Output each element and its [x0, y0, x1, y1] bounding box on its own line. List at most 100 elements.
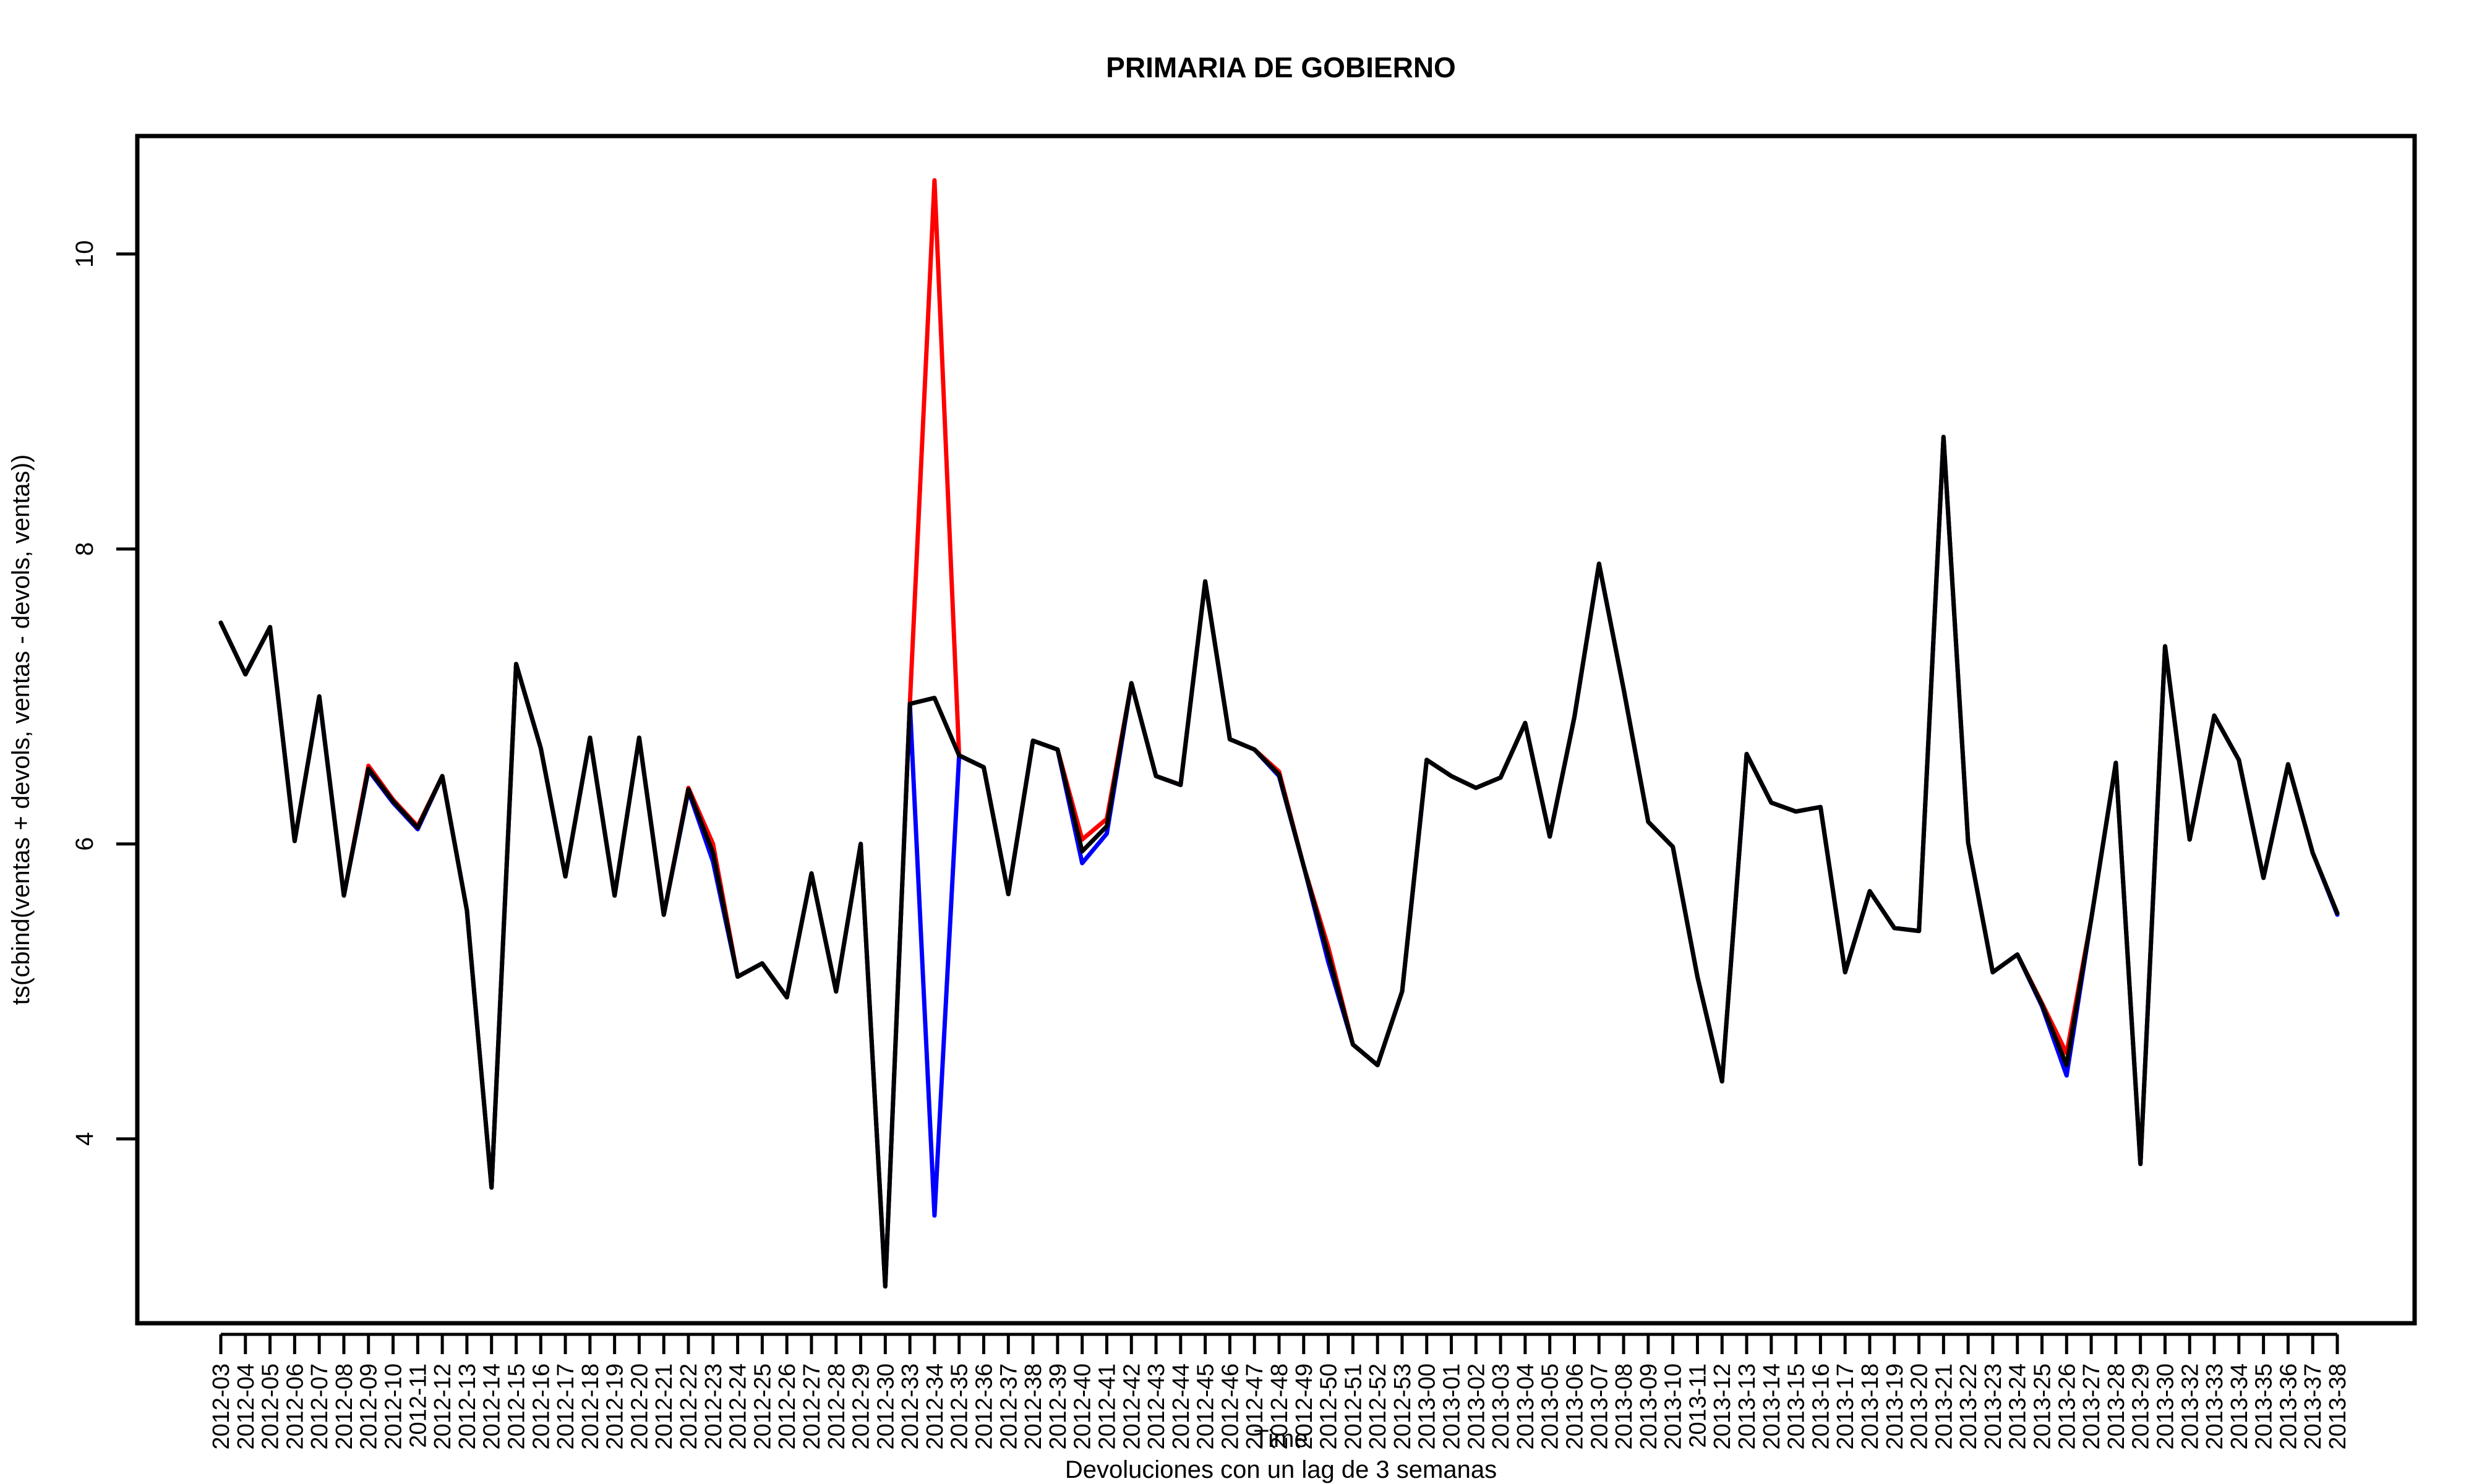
x-tick-label: 2012-52	[1365, 1363, 1391, 1449]
x-tick-label: 2012-24	[726, 1363, 751, 1449]
x-tick-label: 2012-43	[1144, 1363, 1170, 1449]
x-tick-label: 2013-18	[1857, 1363, 1883, 1449]
x-tick-label: 2012-27	[799, 1363, 825, 1449]
x-tick-label: 2012-17	[553, 1363, 579, 1449]
y-axis: 4 6 8 10	[71, 241, 137, 1146]
x-tick-label: 2012-20	[627, 1363, 653, 1449]
x-tick-label: 2012-12	[430, 1363, 456, 1449]
x-tick-label: 2012-14	[479, 1363, 505, 1449]
x-tick-label: 2012-03	[208, 1363, 234, 1449]
x-tick-label: 2013-29	[2128, 1363, 2154, 1449]
x-tick-label: 2012-34	[922, 1363, 948, 1449]
x-tick-label: 2013-08	[1611, 1363, 1637, 1449]
x-tick-label: 2013-09	[1636, 1363, 1662, 1449]
x-tick-label: 2012-46	[1217, 1363, 1243, 1449]
y-tick-label: 10	[71, 241, 98, 268]
x-tick-label: 2012-05	[258, 1363, 284, 1449]
x-tick-label: 2012-29	[849, 1363, 875, 1449]
x-tick-label: 2013-35	[2251, 1363, 2277, 1449]
x-tick-label: 2012-36	[972, 1363, 998, 1449]
x-tick-label: 2013-36	[2275, 1363, 2301, 1449]
x-tick-label: 2013-37	[2300, 1363, 2326, 1449]
x-tick-label: 2012-28	[824, 1363, 850, 1449]
x-tick-label: 2013-24	[2005, 1363, 2031, 1449]
x-tick-label: 2012-13	[455, 1363, 481, 1449]
x-tick-label: 2013-28	[2104, 1363, 2129, 1449]
x-tick-label: 2012-44	[1168, 1363, 1194, 1449]
x-tick-label: 2012-35	[947, 1363, 973, 1449]
x-tick-label: 2013-38	[2325, 1363, 2351, 1449]
series-layer	[218, 178, 2340, 1289]
x-tick-label: 2012-21	[651, 1363, 677, 1449]
x-tick-label: 2012-30	[873, 1363, 899, 1449]
x-tick-label: 2012-53	[1390, 1363, 1416, 1449]
x-tick-label: 2012-18	[578, 1363, 604, 1449]
x-tick-label: 2012-25	[750, 1363, 776, 1449]
x-tick-label: 2013-16	[1808, 1363, 1834, 1449]
x-tick-label: 2013-00	[1415, 1363, 1440, 1449]
x-tick-label: 2013-05	[1538, 1363, 1564, 1449]
y-axis-label: ts(cbind(ventas + devols, ventas - devol…	[7, 454, 35, 1005]
x-tick-label: 2012-22	[676, 1363, 702, 1449]
x-tick-label: 2012-23	[701, 1363, 727, 1449]
x-tick-label: 2012-45	[1193, 1363, 1219, 1449]
x-tick-label: 2012-39	[1045, 1363, 1071, 1449]
x-tick-label: 2013-25	[2030, 1363, 2056, 1449]
x-tick-label: 2013-02	[1463, 1363, 1489, 1449]
x-tick-label: 2012-19	[602, 1363, 628, 1449]
x-tick-label: 2012-33	[897, 1363, 923, 1449]
x-tick-label: 2013-27	[2079, 1363, 2105, 1449]
chart-title: PRIMARIA DE GOBIERNO	[1106, 51, 1456, 83]
x-tick-label: 2013-11	[1685, 1363, 1711, 1448]
y-tick-label: 8	[71, 542, 98, 556]
x-tick-label: 2013-01	[1439, 1363, 1465, 1449]
plot-frame	[135, 134, 2417, 1326]
x-tick-label: 2012-06	[282, 1363, 308, 1449]
x-tick-label: 2012-11	[405, 1363, 431, 1448]
x-tick-label: 2013-30	[2152, 1363, 2178, 1449]
x-tick-label: 2013-15	[1784, 1363, 1810, 1449]
x-tick-label: 2012-15	[503, 1363, 529, 1449]
x-tick-label: 2012-10	[381, 1363, 407, 1449]
x-tick-label: 2012-07	[307, 1363, 333, 1449]
x-tick-label: 2013-22	[1956, 1363, 1982, 1449]
x-tick-label: 2013-19	[1882, 1363, 1908, 1449]
x-tick-label: 2012-09	[356, 1363, 382, 1449]
x-tick-label: 2013-23	[1980, 1363, 2006, 1449]
x-tick-label: 2012-47	[1242, 1363, 1268, 1449]
x-axis: 2012-032012-042012-052012-062012-072012-…	[208, 1333, 2351, 1449]
x-tick-label: 2013-34	[2227, 1363, 2253, 1449]
x-tick-label: 2012-42	[1119, 1363, 1145, 1449]
x-tick-label: 2013-20	[1907, 1363, 1933, 1449]
x-tick-label: 2012-38	[1021, 1363, 1047, 1449]
x-tick-label: 2013-03	[1488, 1363, 1514, 1449]
x-tick-label: 2013-13	[1734, 1363, 1760, 1449]
x-tick-label: 2013-07	[1586, 1363, 1612, 1449]
x-tick-label: 2012-16	[528, 1363, 554, 1449]
x-tick-label: 2012-50	[1316, 1363, 1342, 1449]
x-tick-label: 2012-37	[996, 1363, 1022, 1449]
x-tick-label: 2012-40	[1070, 1363, 1096, 1449]
x-tick-label: 2013-04	[1513, 1363, 1539, 1449]
x-tick-label: 2012-49	[1291, 1363, 1317, 1449]
x-tick-label: 2012-51	[1340, 1363, 1366, 1449]
x-tick-label: 2013-06	[1562, 1363, 1588, 1449]
series-line-3	[218, 435, 2340, 1289]
x-tick-label: 2013-33	[2202, 1363, 2228, 1449]
chart-caption: Devoluciones con un lag de 3 semanas	[1065, 1456, 1497, 1483]
y-tick-label: 6	[71, 837, 98, 851]
x-tick-label: 2013-26	[2054, 1363, 2080, 1449]
series-line-2	[218, 435, 2340, 1289]
x-tick-label: 2012-41	[1094, 1363, 1120, 1449]
x-tick-label: 2013-10	[1661, 1363, 1687, 1449]
x-tick-label: 2012-26	[774, 1363, 800, 1449]
y-tick-label: 4	[71, 1132, 98, 1146]
x-tick-label: 2013-21	[1931, 1363, 1957, 1449]
x-tick-label: 2012-48	[1267, 1363, 1293, 1449]
x-tick-label: 2013-17	[1833, 1363, 1859, 1449]
x-tick-label: 2012-08	[332, 1363, 357, 1449]
x-tick-label: 2012-04	[233, 1363, 259, 1449]
x-tick-label: 2013-32	[2177, 1363, 2203, 1449]
